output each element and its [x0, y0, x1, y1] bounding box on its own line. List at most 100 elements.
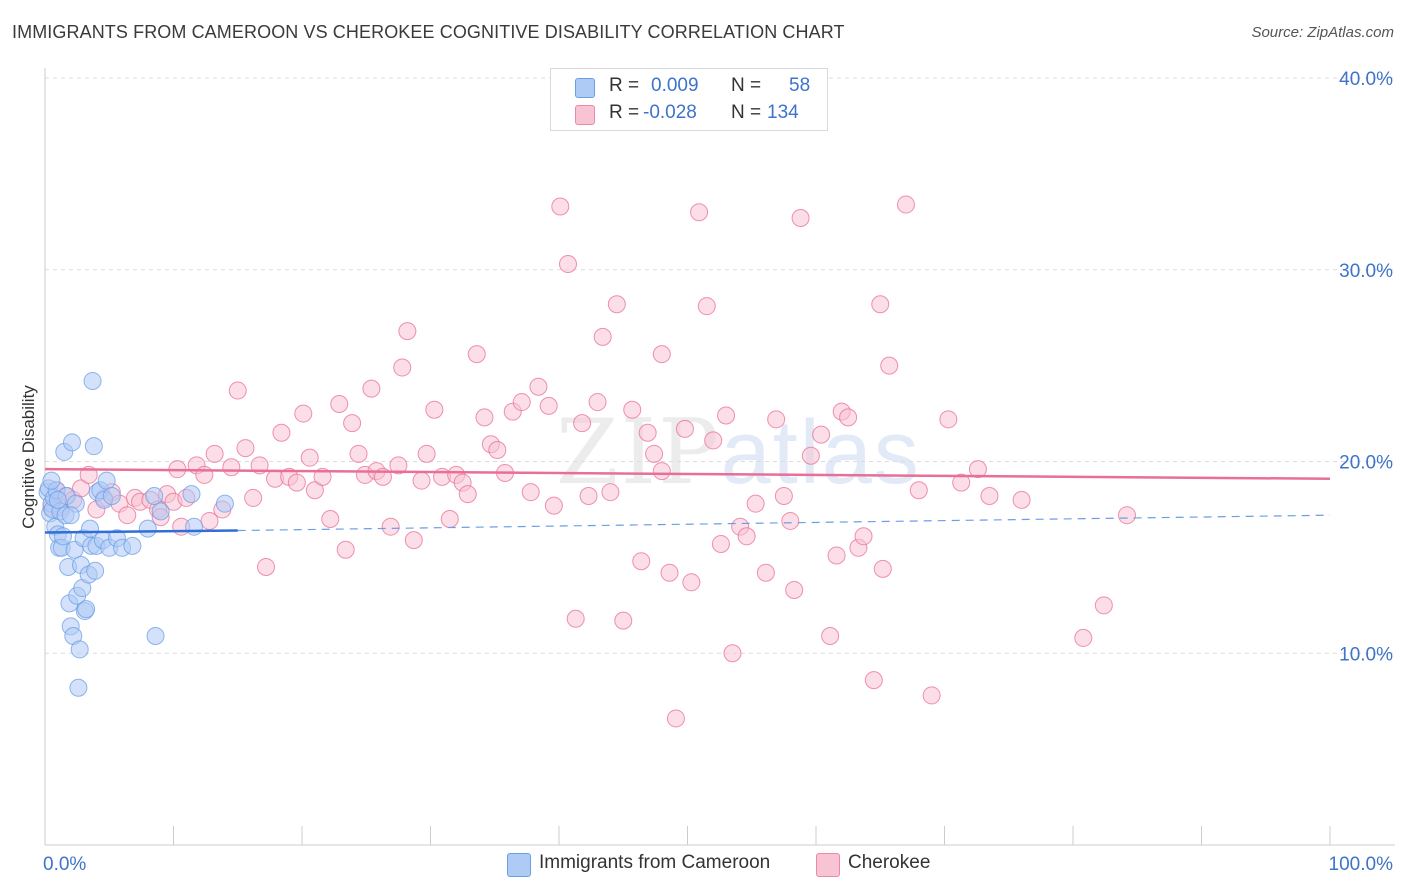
cameroon-trend-line [44, 529, 238, 534]
cherokee-point [632, 552, 651, 571]
cameroon-point [182, 485, 201, 504]
cherokee-point [425, 400, 444, 419]
watermark-atlas: atlas [720, 403, 921, 503]
cherokee-point [118, 506, 137, 525]
cherokee-point [272, 423, 291, 442]
legend-n-value: 134 [767, 102, 799, 123]
cherokee-point [205, 444, 224, 463]
cherokee-point [579, 487, 598, 506]
cherokee-point [638, 423, 657, 442]
cherokee-point [475, 408, 494, 427]
cherokee-point [968, 460, 987, 479]
x-tick-label: 0.0% [43, 854, 86, 875]
cherokee-point [880, 356, 899, 375]
cherokee-point [336, 540, 355, 559]
axes [44, 68, 1395, 846]
cherokee-point [666, 709, 685, 728]
cherokee-point [558, 254, 577, 273]
cherokee-point [222, 458, 241, 477]
cherokee-point [711, 534, 730, 553]
legend-n-value: 58 [789, 75, 811, 96]
chart-title: IMMIGRANTS FROM CAMEROON VS CHEROKEE COG… [12, 22, 845, 42]
cherokee-point [864, 671, 883, 690]
legend-r-label: R = [609, 75, 640, 96]
cherokee-point [381, 517, 400, 536]
cherokee-point [349, 444, 368, 463]
cherokee-point [417, 444, 436, 463]
y-tick-label: 30.0% [1339, 261, 1393, 282]
source-label: Source: ZipAtlas.com [1251, 24, 1394, 41]
cameroon-point [151, 502, 170, 521]
cherokee-point [756, 563, 775, 582]
y-tick-label: 20.0% [1339, 453, 1393, 474]
cherokee-point [607, 295, 626, 314]
legend-n-label: N = [731, 75, 762, 96]
cherokee-point [601, 483, 620, 502]
cherokee-point [1094, 596, 1113, 615]
cherokee-point [785, 580, 804, 599]
watermark: ZIPatlas [556, 400, 921, 505]
cherokee-point [389, 456, 408, 475]
cameroon-point [84, 437, 103, 456]
cherokee-point [781, 511, 800, 530]
cherokee-point [717, 406, 736, 425]
cherokee-point [697, 297, 716, 316]
cherokee-point [909, 481, 928, 500]
cherokee-point [521, 483, 540, 502]
cherokee-point [440, 510, 459, 529]
cherokee-point [682, 573, 701, 592]
cherokee-point [330, 394, 349, 413]
cherokee-point [723, 644, 742, 663]
cherokee-point [458, 485, 477, 504]
cherokee-point [287, 473, 306, 492]
y-tick-label: 10.0% [1339, 644, 1393, 665]
cameroon-point [61, 506, 80, 525]
legend-r-value: 0.009 [651, 75, 699, 96]
cherokee-point [343, 414, 362, 433]
cameroon-point [77, 600, 96, 619]
y-tick-label: 40.0% [1339, 69, 1393, 90]
cherokee-point [939, 410, 958, 429]
legend-swatch-cherokee [575, 105, 595, 125]
legend-n-label: N = [731, 102, 762, 123]
cameroon-point [102, 487, 121, 506]
cherokee-point [588, 393, 607, 412]
cherokee-point [980, 487, 999, 506]
cherokee-point [228, 381, 247, 400]
bottom-legend-swatch-cameroon [507, 853, 531, 877]
cherokee-point [827, 546, 846, 565]
legend-r-label: R = [609, 102, 640, 123]
cherokee-point [1074, 628, 1093, 647]
cherokee-point [952, 473, 971, 492]
cherokee-point [305, 481, 324, 500]
cherokee-point [812, 425, 831, 444]
legend-swatch-cameroon [575, 78, 595, 98]
cherokee-point [652, 345, 671, 364]
cherokee-point [398, 322, 417, 341]
cherokee-point [767, 410, 786, 429]
cherokee-point [244, 488, 263, 507]
bottom-legend-label-cameroon: Immigrants from Cameroon [539, 852, 771, 873]
cherokee-point [737, 527, 756, 546]
correlation-legend: R = 0.009 N = 58 R = -0.028 N = 134 [550, 68, 828, 131]
trend-lines [44, 467, 1331, 534]
cherokee-point [675, 419, 694, 438]
x-tick-label: 100.0% [1329, 854, 1394, 875]
cherokee-point [529, 377, 548, 396]
cherokee-point [294, 404, 313, 423]
cherokee-point [566, 609, 585, 628]
cherokee-point [839, 408, 858, 427]
cameroon-point [70, 640, 89, 659]
cameroon-point [97, 471, 116, 490]
cherokee-point [313, 467, 332, 486]
cherokee-point [922, 686, 941, 705]
cherokee-point [801, 446, 820, 465]
cherokee-point [512, 393, 531, 412]
cherokee-point [645, 444, 664, 463]
cherokee-point [551, 197, 570, 216]
cherokee-point [791, 208, 810, 227]
cherokee-point [854, 527, 873, 546]
cameroon-point [42, 471, 61, 490]
cherokee-point [412, 471, 431, 490]
